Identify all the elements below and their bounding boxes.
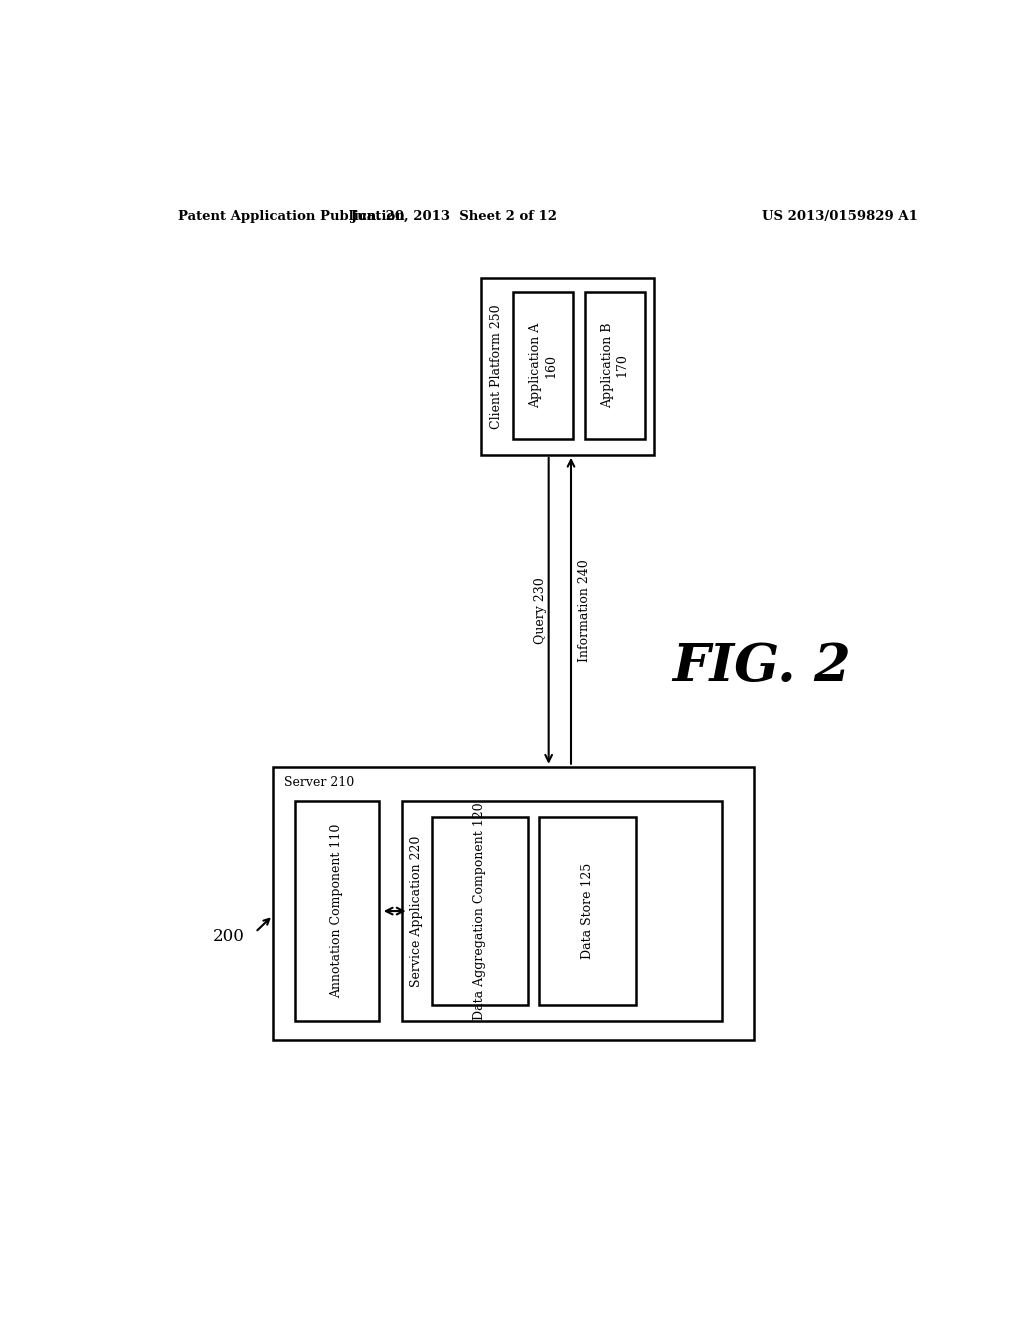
Text: Query 230: Query 230 xyxy=(535,577,548,644)
Text: FIG. 2: FIG. 2 xyxy=(673,642,851,692)
Text: Application A
160: Application A 160 xyxy=(529,323,557,408)
Text: Server 210: Server 210 xyxy=(284,776,354,788)
Bar xyxy=(585,292,645,440)
Bar xyxy=(540,817,636,1006)
Bar xyxy=(402,801,722,1020)
Bar xyxy=(432,817,528,1006)
Text: Data Aggregation Component 120: Data Aggregation Component 120 xyxy=(473,803,486,1020)
Text: US 2013/0159829 A1: US 2013/0159829 A1 xyxy=(762,210,918,223)
Text: Patent Application Publication: Patent Application Publication xyxy=(178,210,406,223)
Text: Jun. 20, 2013  Sheet 2 of 12: Jun. 20, 2013 Sheet 2 of 12 xyxy=(351,210,557,223)
Text: Annotation Component 110: Annotation Component 110 xyxy=(331,824,343,998)
Text: Information 240: Information 240 xyxy=(579,560,592,663)
Bar xyxy=(295,801,379,1020)
Text: 200: 200 xyxy=(213,928,245,945)
Text: Client Platform 250: Client Platform 250 xyxy=(489,304,503,429)
Bar xyxy=(273,767,755,1040)
Text: Service Application 220: Service Application 220 xyxy=(410,836,423,987)
Bar xyxy=(513,292,573,440)
Text: Data Store 125: Data Store 125 xyxy=(581,863,594,960)
Bar xyxy=(481,277,654,455)
Text: Application B
170: Application B 170 xyxy=(601,323,629,408)
